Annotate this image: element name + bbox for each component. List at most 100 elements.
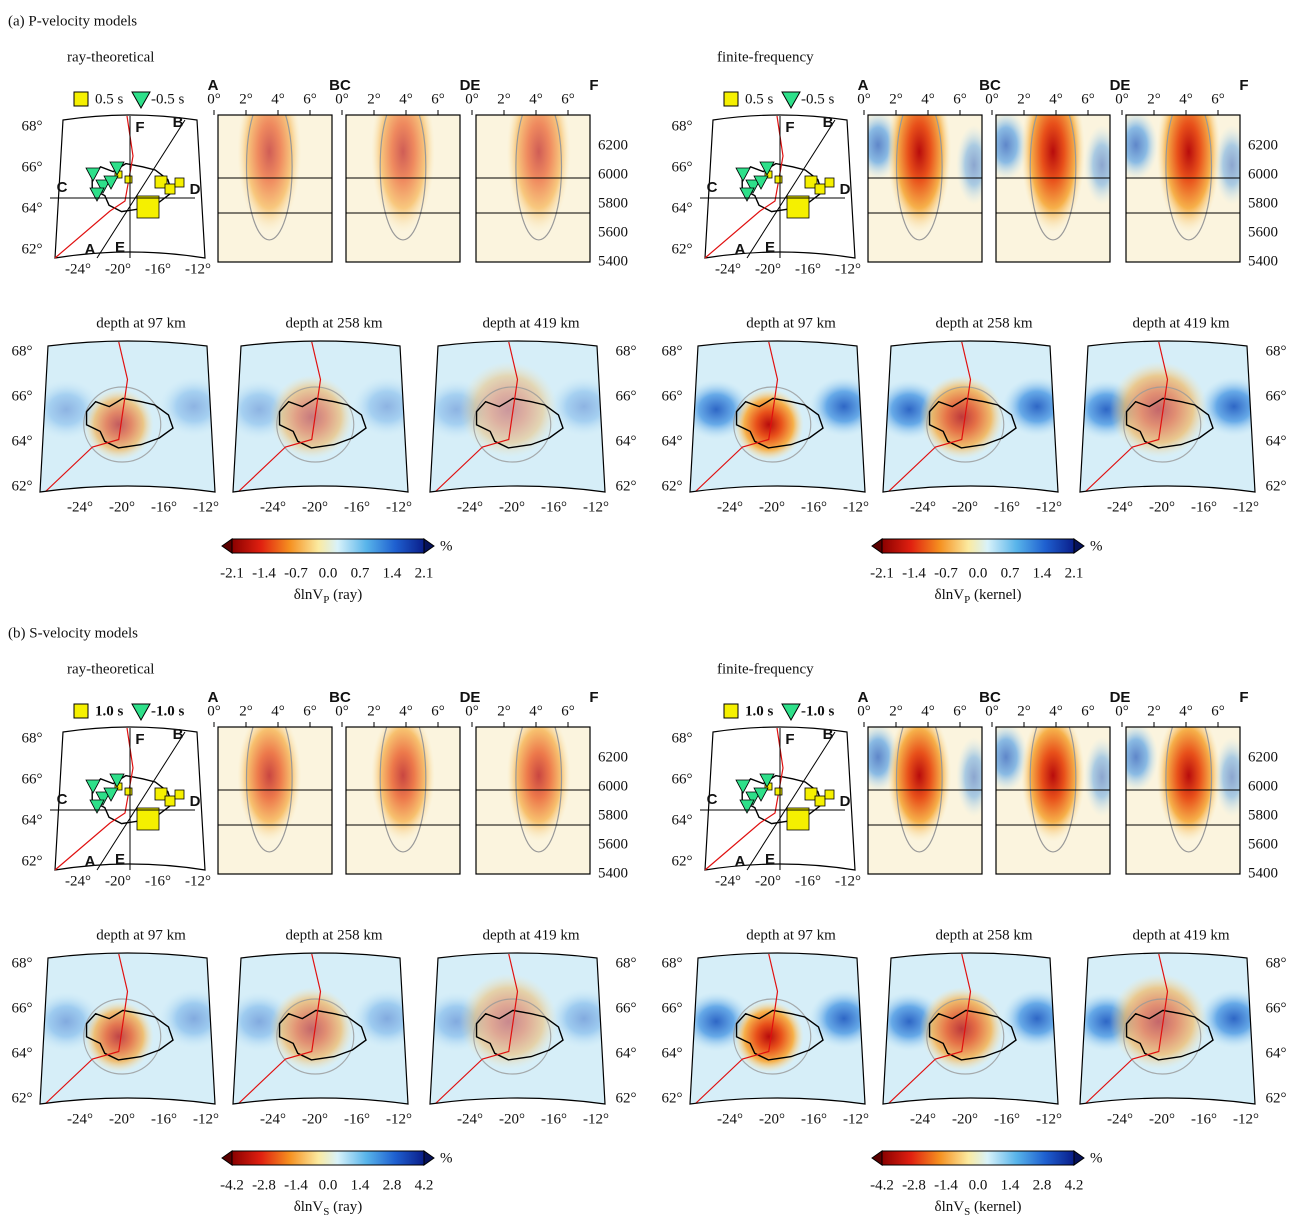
lon-tick-label: -20° — [499, 499, 525, 515]
inset-point-label: C — [57, 791, 68, 808]
lon-tick-label: -12° — [1036, 499, 1062, 515]
plume-anomaly — [237, 727, 302, 842]
lon-tick-label: -20° — [952, 1111, 978, 1127]
lon-tick-label: -24° — [67, 1111, 93, 1127]
colorbar-tick-label: 0.7 — [1001, 565, 1020, 581]
profile-label: DE — [1110, 77, 1131, 94]
radius-tick-label: 5400 — [598, 865, 628, 881]
lon-tick-label: -16° — [1191, 499, 1217, 515]
contour — [473, 386, 552, 463]
profile-tick-label: 6° — [953, 703, 967, 719]
lon-tick-label: -20° — [755, 873, 781, 889]
contour — [895, 115, 943, 241]
station-delay — [174, 789, 185, 800]
colorbar-unit: % — [1090, 1150, 1103, 1166]
plume-anomaly — [1156, 115, 1221, 233]
contour — [245, 727, 293, 853]
profile-tick-label: 6° — [1081, 703, 1095, 719]
contour — [245, 115, 293, 241]
ridge — [54, 727, 134, 871]
inset-point-label: F — [135, 731, 144, 748]
contour — [1165, 727, 1213, 853]
lat-tick-label: 64° — [22, 200, 43, 216]
coastline — [475, 1009, 564, 1061]
profile-tick-label: 0° — [1115, 91, 1129, 107]
map-panel — [1080, 341, 1255, 492]
profile-line — [746, 119, 836, 259]
profile-tick-label: 4° — [271, 91, 285, 107]
station-delay — [154, 175, 168, 189]
legend-triangle — [131, 703, 151, 722]
lon-tick-label: -20° — [1149, 1111, 1175, 1127]
colorbar-end — [1073, 1150, 1085, 1166]
lon-tick-label: -20° — [302, 499, 328, 515]
lon-tick-label: -16° — [795, 261, 821, 277]
inset-point-label: F — [785, 731, 794, 748]
station-delay — [164, 795, 176, 807]
lon-tick-label: -12° — [1233, 499, 1259, 515]
profile-tick-label: 2° — [1147, 703, 1161, 719]
radius-tick-label: 5800 — [1248, 807, 1278, 823]
profile-tick-label: 6° — [1211, 703, 1225, 719]
section-label: (b) S-velocity models — [8, 625, 138, 641]
lon-tick-label: -16° — [344, 1111, 370, 1127]
profile-tick-label: 6° — [561, 703, 575, 719]
cross-section — [1126, 727, 1240, 874]
ridge — [1084, 341, 1169, 492]
map-panel — [690, 953, 865, 1104]
ridge — [237, 953, 322, 1104]
colorbar-label-sub: S — [323, 1206, 329, 1217]
map-frame — [232, 340, 409, 493]
section-frame — [217, 114, 333, 263]
map-frame — [1079, 340, 1256, 493]
colorbar-tick-label: 0.0 — [319, 1177, 338, 1193]
map-panel — [430, 953, 605, 1104]
lon-tick-label: -20° — [759, 499, 785, 515]
lon-tick-label: -20° — [499, 1111, 525, 1127]
lat-tick-label: 64° — [672, 812, 693, 828]
profile-label: DE — [460, 689, 481, 706]
colorbar — [231, 1150, 425, 1166]
profile-tick-label: 4° — [529, 703, 543, 719]
legend-square — [73, 91, 89, 107]
station-advance — [89, 799, 105, 814]
colorbar-label-sub: P — [964, 594, 970, 606]
section-frame — [995, 726, 1111, 875]
legend-label: -1.0 s — [801, 703, 834, 719]
contour — [473, 998, 552, 1075]
ridge — [434, 341, 519, 492]
profile-tick-label: 0° — [335, 703, 349, 719]
colorbar-label-sub: S — [964, 1206, 970, 1217]
low-velocity-blob — [159, 988, 215, 1049]
colorbar-label-suffix: (kernel) — [970, 1199, 1021, 1215]
colorbar-tick-label: 2.1 — [1065, 565, 1084, 581]
legend-triangle — [781, 91, 801, 110]
lon-tick-label: -16° — [151, 499, 177, 515]
plume-anomaly — [506, 115, 571, 233]
legend-label: -0.5 s — [801, 91, 834, 107]
map-panel — [40, 341, 215, 492]
lat-tick-label: 68° — [616, 343, 637, 359]
colorbar-tick-label: 1.4 — [1033, 565, 1052, 581]
station-advance — [745, 179, 761, 194]
cross-section — [218, 115, 332, 262]
model-title: finite-frequency — [717, 49, 814, 65]
profile-tick-label: 6° — [431, 91, 445, 107]
lon-tick-label: -12° — [185, 873, 211, 889]
radius-tick-label: 6200 — [598, 137, 628, 153]
plume-anomaly — [371, 727, 435, 842]
low-velocity-blob — [1199, 988, 1255, 1049]
station-delay — [774, 175, 783, 184]
profile-tick-label: 0° — [207, 703, 221, 719]
station-delay — [164, 183, 176, 195]
inset-point-label: D — [190, 793, 201, 810]
plume-anomaly — [1109, 973, 1208, 1070]
radius-tick-label: 6000 — [1248, 778, 1278, 794]
map-frame — [429, 340, 606, 493]
inset-point-label: E — [115, 851, 125, 868]
coastline — [85, 397, 174, 449]
legend-label: 0.5 s — [95, 91, 124, 107]
radius-tick-label: 6000 — [598, 166, 628, 182]
contour — [733, 998, 812, 1075]
radius-tick-label: 5400 — [1248, 253, 1278, 269]
